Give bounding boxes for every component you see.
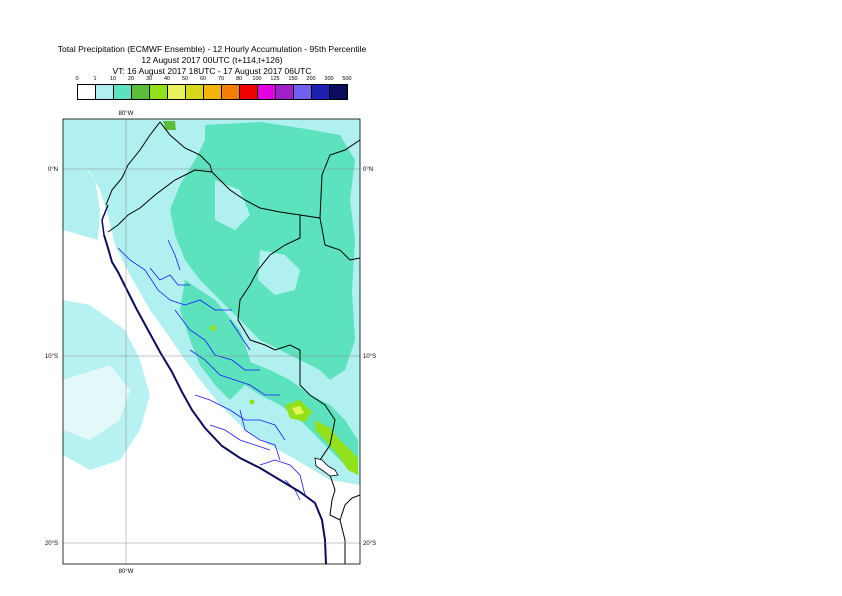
colorbar-tick-label: 0	[75, 76, 79, 82]
lake-titicaca	[314, 457, 339, 477]
precip-shading	[63, 119, 360, 564]
regional-borders	[117, 239, 306, 501]
colorbar-tick-label: 70	[217, 76, 225, 82]
chart-title: Total Precipitation (ECMWF Ensemble) - 1…	[57, 44, 367, 54]
colorbar-tick-label: 60	[199, 76, 207, 82]
map-frame	[62, 118, 361, 565]
colorbar-tick-label: 150	[288, 76, 298, 82]
lat-label-10s-right: 10°S	[363, 354, 376, 360]
chart-subtitle-valid-time: VT: 16 August 2017 18UTC - 17 August 201…	[112, 66, 312, 76]
gridlines	[63, 119, 360, 564]
colorbar-tick-label: 1	[93, 76, 97, 82]
lat-label-0-left: 0°N	[48, 167, 58, 173]
colorbar-tick-label: 200	[306, 76, 316, 82]
lat-label-0-right: 0°N	[363, 167, 373, 173]
colorbar-tick-label: 125	[270, 76, 280, 82]
colorbar-tick-label: 30	[145, 76, 153, 82]
colorbar-tick-label: 500	[342, 76, 352, 82]
lat-label-10s-left: 10°S	[45, 354, 58, 360]
colorbar-tick-label: 20	[127, 76, 135, 82]
colorbar-swatch	[329, 84, 348, 100]
coastline-north	[101, 204, 109, 236]
colorbar-tick-label: 50	[181, 76, 189, 82]
lat-label-20s-left: 20°S	[45, 541, 58, 547]
country-borders	[105, 121, 361, 564]
coastline	[103, 234, 327, 565]
chart-subtitle-run: 12 August 2017 00UTC (t+114,t+126)	[141, 55, 283, 65]
colorbar-tick-label: 10	[109, 76, 117, 82]
colorbar-tick-label: 100	[252, 76, 262, 82]
lon-label-bottom: 80°W	[119, 569, 134, 575]
colorbar-tick-label: 80	[235, 76, 243, 82]
colorbar-tick-label: 300	[324, 76, 334, 82]
lon-label-top: 80°W	[119, 111, 134, 117]
colorbar-tick-label: 40	[163, 76, 171, 82]
lat-label-20s-right: 20°S	[363, 541, 376, 547]
